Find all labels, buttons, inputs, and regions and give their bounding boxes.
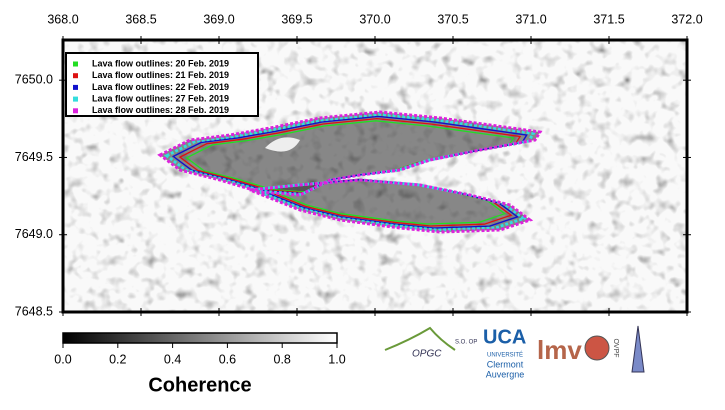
x-tick-label: 371.0 <box>515 12 546 26</box>
logo-text: lmv <box>537 335 582 365</box>
legend-swatch <box>73 96 78 102</box>
y-tick-label: 7649.0 <box>15 227 53 241</box>
flow-outline <box>249 178 534 234</box>
y-tick-label: 7650.0 <box>15 72 53 86</box>
x-tick-label: 370.0 <box>359 12 390 26</box>
flow-outline <box>163 112 536 196</box>
legend-label: Lava flow outlines: 21 Feb. 2019 <box>92 70 229 80</box>
colorbar-tick-label: 0.4 <box>164 352 181 366</box>
logos: OPGC S.O. OP UCA UNIVERSITÉ Clermont Auv… <box>384 325 645 379</box>
legend-swatch <box>73 73 78 79</box>
legend-label: Lava flow outlines: 20 Feb. 2019 <box>92 58 229 68</box>
legend-swatch <box>73 61 78 67</box>
x-tick-label: 368.5 <box>125 12 156 26</box>
colorbar-tick-label: 0.0 <box>54 352 71 366</box>
logo-text: UNIVERSITÉ <box>487 352 523 359</box>
legend-swatch <box>73 84 78 90</box>
x-tick-label: 368.0 <box>47 12 78 26</box>
logo-text: S.O. OP <box>455 340 477 346</box>
legend-label: Lava flow outlines: 22 Feb. 2019 <box>92 82 229 92</box>
x-tick-label: 370.5 <box>437 12 468 26</box>
logo-text: OPGC <box>412 349 442 360</box>
y-tick-label: 7648.5 <box>15 304 53 318</box>
legend: Lava flow outlines: 20 Feb. 2019 Lava flo… <box>65 52 259 117</box>
logo-text: Auvergne <box>486 369 525 379</box>
x-tick-label: 369.5 <box>281 12 312 26</box>
lava-flows <box>157 110 543 234</box>
legend-label: Lava flow outlines: 27 Feb. 2019 <box>92 93 229 103</box>
x-tick-label: 371.5 <box>593 12 624 26</box>
colorbar <box>62 332 338 344</box>
y-tick-label: 7649.5 <box>15 150 53 164</box>
legend-label: Lava flow outlines: 28 Feb. 2019 <box>92 105 229 115</box>
flow-outline <box>157 110 543 197</box>
logo-text: UCA <box>483 326 526 348</box>
legend-swatch <box>73 108 78 114</box>
colorbar-tick-label: 0.2 <box>109 352 126 366</box>
colorbar-tick-label: 1.0 <box>328 352 345 366</box>
x-tick-label: 369.0 <box>203 12 234 26</box>
x-tick-label: 372.0 <box>671 12 702 26</box>
colorbar-label: Coherence <box>148 374 251 396</box>
colorbar-tick-label: 0.6 <box>219 352 236 366</box>
logo-text: Clermont <box>487 359 524 369</box>
colorbar-tick-label: 0.8 <box>274 352 291 366</box>
logo-text: OVPF <box>612 338 619 357</box>
